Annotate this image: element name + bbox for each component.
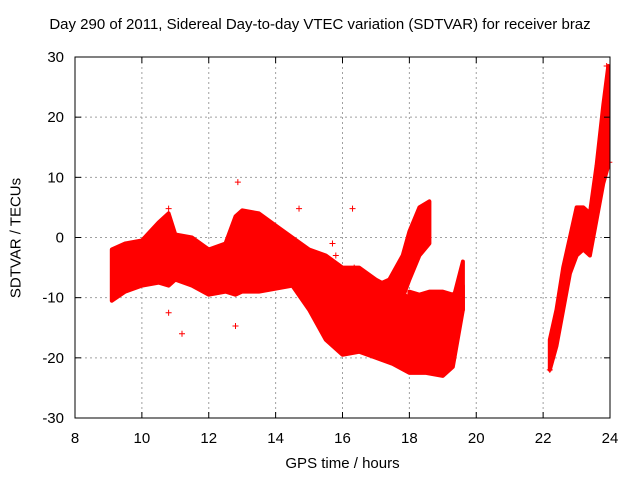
y-tick-label: -30 bbox=[42, 410, 64, 427]
data-point bbox=[349, 205, 356, 212]
y-tick-label: 20 bbox=[47, 109, 64, 126]
grid bbox=[75, 57, 610, 418]
data-band bbox=[547, 64, 611, 372]
data-point bbox=[603, 63, 610, 70]
x-tick-label: 20 bbox=[468, 430, 485, 447]
x-tick-label: 12 bbox=[200, 430, 217, 447]
y-tick-label: 10 bbox=[47, 169, 64, 186]
data-point bbox=[234, 179, 241, 186]
data-point bbox=[329, 240, 336, 247]
ticks: 8 10 12 14 16 18 20 22 24 -30 -20 -10 0 10 20 30 bbox=[42, 49, 618, 447]
x-tick-label: 8 bbox=[71, 430, 79, 447]
data-band bbox=[350, 199, 432, 318]
data-point bbox=[546, 366, 553, 373]
data-point bbox=[332, 252, 339, 259]
x-tick-label: 22 bbox=[535, 430, 552, 447]
x-axis-label: GPS time / hours bbox=[285, 455, 400, 472]
data-point bbox=[603, 90, 610, 97]
data-point bbox=[296, 205, 303, 212]
data-point bbox=[606, 159, 613, 166]
x-tick-label: 18 bbox=[401, 430, 418, 447]
data-point bbox=[179, 330, 185, 337]
data-layer bbox=[109, 63, 613, 378]
data-point bbox=[232, 322, 239, 329]
y-tick-label: -20 bbox=[42, 350, 64, 367]
data-band bbox=[407, 283, 465, 330]
y-tick-label: 0 bbox=[56, 230, 64, 247]
data-point bbox=[165, 309, 172, 316]
x-tick-label: 24 bbox=[602, 430, 619, 447]
data-point bbox=[351, 264, 358, 271]
x-tick-label: 16 bbox=[334, 430, 351, 447]
chart-title: Day 290 of 2011, Sidereal Day-to-day VTE… bbox=[49, 16, 591, 33]
x-tick-label: 10 bbox=[134, 430, 151, 447]
data-point bbox=[165, 205, 172, 212]
x-tick-label: 14 bbox=[267, 430, 284, 447]
y-tick-label: -10 bbox=[42, 290, 64, 307]
y-tick-label: 30 bbox=[47, 49, 64, 66]
